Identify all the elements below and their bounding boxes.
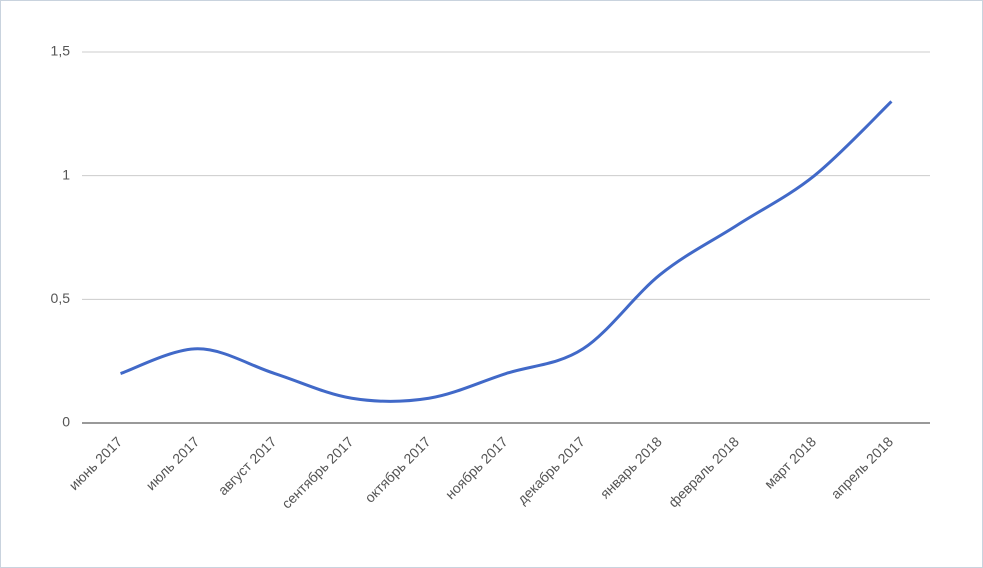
y-tick-label: 1,5 <box>51 43 71 59</box>
line <box>120 100 893 403</box>
y-tick-label: 1 <box>62 166 70 182</box>
y-tick-label: 0 <box>62 414 70 430</box>
y-tick-label: 0,5 <box>51 290 71 306</box>
